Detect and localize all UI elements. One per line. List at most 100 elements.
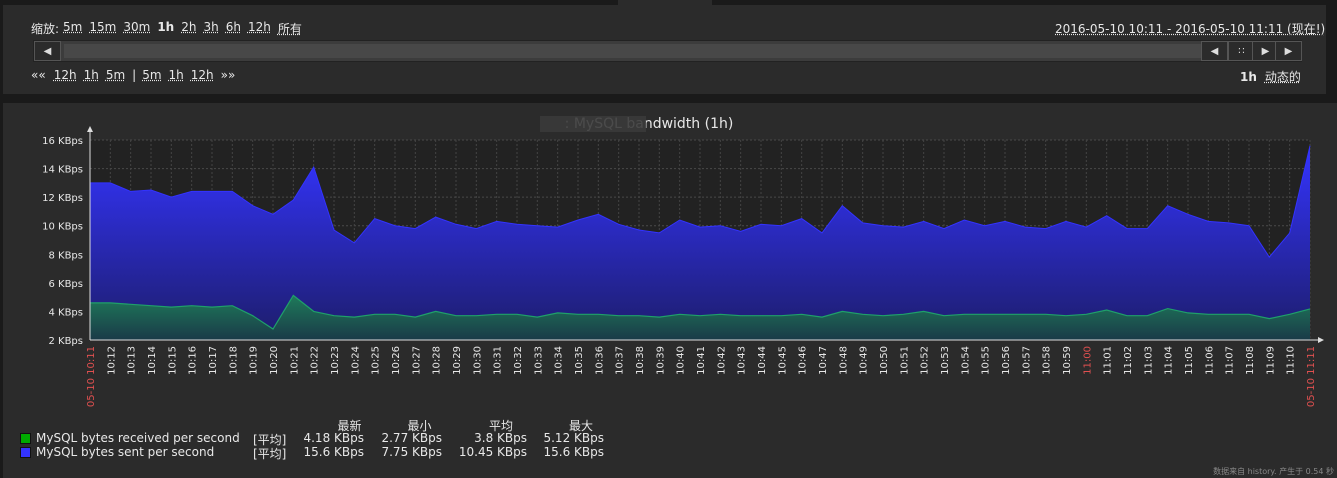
x-tick-label: 10:34: [554, 346, 565, 375]
y-axis-arrow: [87, 126, 93, 132]
legend-max-value: 5.12 KBps: [543, 431, 604, 445]
nav-back-options: 12h 1h 5m: [54, 68, 132, 82]
zoom-option-5m[interactable]: 5m: [63, 20, 83, 34]
y-axis-ticks: 2 KBps 4 KBps 6 KBps 8 KBps 10 KBps 12 KBps 14…: [42, 136, 83, 347]
legend-header: 最新: [337, 419, 362, 433]
x-tick-label-start: 05-10 10:11: [86, 346, 97, 407]
x-tick-label: 10:35: [574, 346, 585, 375]
x-tick-label: 10:45: [777, 346, 788, 375]
legend-swatch: [20, 433, 31, 444]
legend-min-value: 2.77 KBps: [381, 431, 442, 445]
legend-series-name: MySQL bytes sent per second: [36, 445, 215, 459]
timeline-scrollbar[interactable]: ◀ ◀ ∷ ▶ ▶: [33, 40, 1302, 62]
legend-avg-value: 10.45 KBps: [458, 445, 527, 459]
x-tick-label: 11:04: [1164, 346, 1175, 375]
x-tick-label: 10:58: [1042, 346, 1053, 375]
nav-back-arrows[interactable]: ««: [31, 68, 46, 82]
x-tick-label: 10:59: [1062, 346, 1073, 375]
dynamic-toggle[interactable]: 动态的: [1264, 70, 1301, 84]
legend-header: 最小: [407, 419, 432, 433]
x-tick-label-end: 05-10 11:11: [1306, 346, 1317, 407]
x-tick-label: 10:46: [798, 346, 809, 375]
x-tick-label: 10:21: [289, 346, 300, 375]
x-tick-label: 10:47: [818, 346, 829, 375]
area-bytes-received: [90, 295, 1310, 340]
x-tick-label: 10:44: [757, 346, 768, 375]
x-tick-label: 10:54: [960, 346, 971, 375]
y-tick-label: 10 KBps: [42, 222, 83, 233]
scroll-right-button[interactable]: ▶: [1275, 41, 1302, 61]
x-tick-label: 10:55: [981, 346, 992, 375]
zoom-option-3h[interactable]: 3h: [203, 20, 219, 34]
legend-header-row: 最新 最小 平均 最大: [20, 417, 620, 433]
legend-header: 平均: [488, 419, 513, 433]
x-tick-label: 10:49: [859, 346, 870, 375]
handle-left-button[interactable]: ◀: [1201, 41, 1228, 61]
legend-max-value: 15.6 KBps: [543, 445, 604, 459]
nav-back-12h[interactable]: 12h: [53, 68, 77, 82]
zoom-option-6h[interactable]: 6h: [225, 20, 241, 34]
zoom-option-所有[interactable]: 所有: [277, 22, 302, 36]
x-tick-label: 10:52: [920, 346, 931, 375]
x-tick-label: 11:10: [1286, 346, 1297, 375]
legend-avg-value: 3.8 KBps: [474, 431, 527, 445]
nav-back-5m[interactable]: 5m: [105, 68, 126, 82]
zoom-option-1h[interactable]: 1h: [157, 20, 175, 34]
x-tick-label: 10:38: [635, 346, 646, 375]
x-tick-label: 10:14: [147, 346, 158, 375]
x-tick-label: 11:02: [1123, 346, 1134, 375]
x-tick-label: 11:08: [1245, 346, 1256, 375]
nav-forward-5m[interactable]: 5m: [142, 68, 162, 82]
y-tick-label: 4 KBps: [48, 307, 83, 318]
x-tick-label: 11:00: [1082, 346, 1093, 375]
area-bytes-sent: [90, 145, 1310, 340]
graph-panel: : MySQL bandwidth (1h) 2 KBps 4 KBps 6 KBp…: [3, 103, 1337, 478]
legend-swatch: [20, 447, 31, 458]
x-tick-label: 10:20: [269, 346, 280, 375]
legend-last-value: 4.18 KBps: [303, 431, 364, 445]
x-tick-label: 11:01: [1103, 346, 1114, 375]
x-tick-label: 10:53: [940, 346, 951, 375]
zoom-label: 缩放:: [31, 22, 60, 36]
y-tick-label: 12 KBps: [42, 193, 83, 204]
zoom-row: 缩放: 5m 15m 30m 1h 2h 3h 6h 12h 所有: [31, 20, 309, 37]
x-tick-label: 10:39: [655, 346, 666, 375]
x-tick-label: 10:42: [716, 346, 727, 375]
x-tick-label: 10:36: [594, 346, 605, 375]
x-tick-label: 11:03: [1143, 346, 1154, 375]
legend-series-name: MySQL bytes received per second: [36, 431, 240, 445]
y-tick-label: 14 KBps: [42, 165, 83, 176]
line-bytes-received: [90, 294, 1311, 330]
x-tick-label: 10:27: [411, 346, 422, 375]
x-tick-label: 10:40: [676, 346, 687, 375]
x-tick-label: 10:12: [106, 346, 117, 375]
triangle-right-icon: ▶: [1261, 45, 1270, 57]
grip-icon: ∷: [1238, 45, 1245, 57]
period-range[interactable]: 2016-05-10 10:11 - 2016-05-10 11:11 (现在!…: [1055, 22, 1326, 36]
nav-forward-1h[interactable]: 1h: [168, 68, 184, 82]
x-tick-label: 10:26: [391, 346, 402, 375]
zoom-option-2h[interactable]: 2h: [181, 20, 197, 34]
nav-back-1h[interactable]: 1h: [83, 68, 99, 82]
x-tick-label: 11:06: [1204, 346, 1215, 375]
obscured-hostname: [540, 116, 646, 132]
scroll-left-button[interactable]: ◀: [34, 41, 61, 61]
zoom-option-15m[interactable]: 15m: [89, 20, 117, 34]
legend-header: 最大: [568, 419, 593, 433]
nav-forward-arrows[interactable]: »»: [220, 68, 236, 82]
scroll-track[interactable]: [64, 44, 1226, 58]
nav-forward-options: 5m 1h 12h: [142, 68, 220, 82]
scroll-grip[interactable]: ∷: [1228, 41, 1255, 61]
nav-forward-12h[interactable]: 12h: [190, 68, 214, 82]
x-tick-label: 11:09: [1265, 346, 1276, 375]
zoom-option-30m[interactable]: 30m: [123, 20, 151, 34]
period-control-row: 1h 动态的: [1240, 68, 1301, 85]
footer-note: 数据来自 history. 产生于 0.54 秒: [1213, 467, 1334, 476]
x-tick-label: 10:17: [208, 346, 219, 375]
x-tick-label: 10:28: [432, 346, 443, 375]
axes: [87, 126, 1324, 343]
x-tick-label: 10:57: [1021, 346, 1032, 375]
series-areas: [90, 145, 1311, 340]
zoom-option-12h[interactable]: 12h: [247, 20, 271, 34]
